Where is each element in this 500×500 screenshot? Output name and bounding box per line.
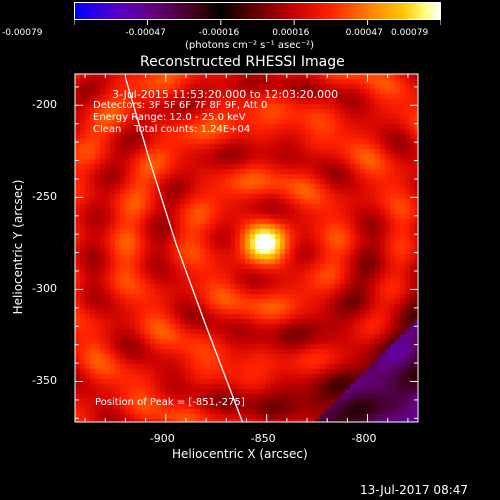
colorbar-tick-label: 0.00079: [391, 28, 429, 38]
colorbar-unit-label: (photons cm⁻² s⁻¹ asec⁻²): [185, 40, 315, 51]
y-tick-label: -350: [32, 374, 57, 388]
detectors-text: Detectors: 3F 5F 6F 7F 8F 9F, Att 0: [93, 100, 268, 111]
clean-total-counts-text: Clean Total counts: 1.24E+04: [93, 124, 251, 135]
colorbar: [74, 2, 441, 20]
heatmap-image: [75, 74, 418, 422]
time-range-text: 3-Jul-2015 11:53:20.000 to 12:03:20.000: [112, 88, 339, 101]
colorbar-tick-label: 0.00016: [272, 28, 310, 38]
x-tick-label: -900: [149, 432, 175, 445]
y-axis-title: Heliocentric Y (arcsec): [11, 179, 25, 315]
colorbar-ticks: [74, 20, 441, 25]
solar-limb-line: [124, 77, 244, 423]
x-axis-title: Heliocentric X (arcsec): [172, 447, 308, 461]
energy-range-text: Energy Range: 12.0 - 25.0 keV: [93, 112, 246, 123]
colorbar-tick-label: 0.00047: [345, 28, 383, 38]
x-tick-label: -850: [250, 432, 276, 445]
colorbar-tick-label: -0.00047: [125, 28, 166, 38]
colorbar-tick-label: -0.00079: [2, 28, 43, 38]
plot-title: Reconstructed RHESSI Image: [140, 54, 345, 70]
colorbar-tick-label: -0.00016: [198, 28, 240, 38]
x-tick-label: -800: [351, 432, 377, 445]
colorbar-tick-labels: -0.00079 -0.00047 -0.00016 0.00016 0.00047 0.…: [0, 28, 500, 40]
footer-timestamp: 13-Jul-2017 08:47: [360, 483, 469, 497]
y-tick-label: -200: [32, 98, 57, 112]
peak-position-text: Position of Peak = [-851,-275]: [95, 397, 245, 408]
y-tick-label: -300: [32, 282, 57, 296]
y-tick-label: -250: [32, 190, 57, 204]
